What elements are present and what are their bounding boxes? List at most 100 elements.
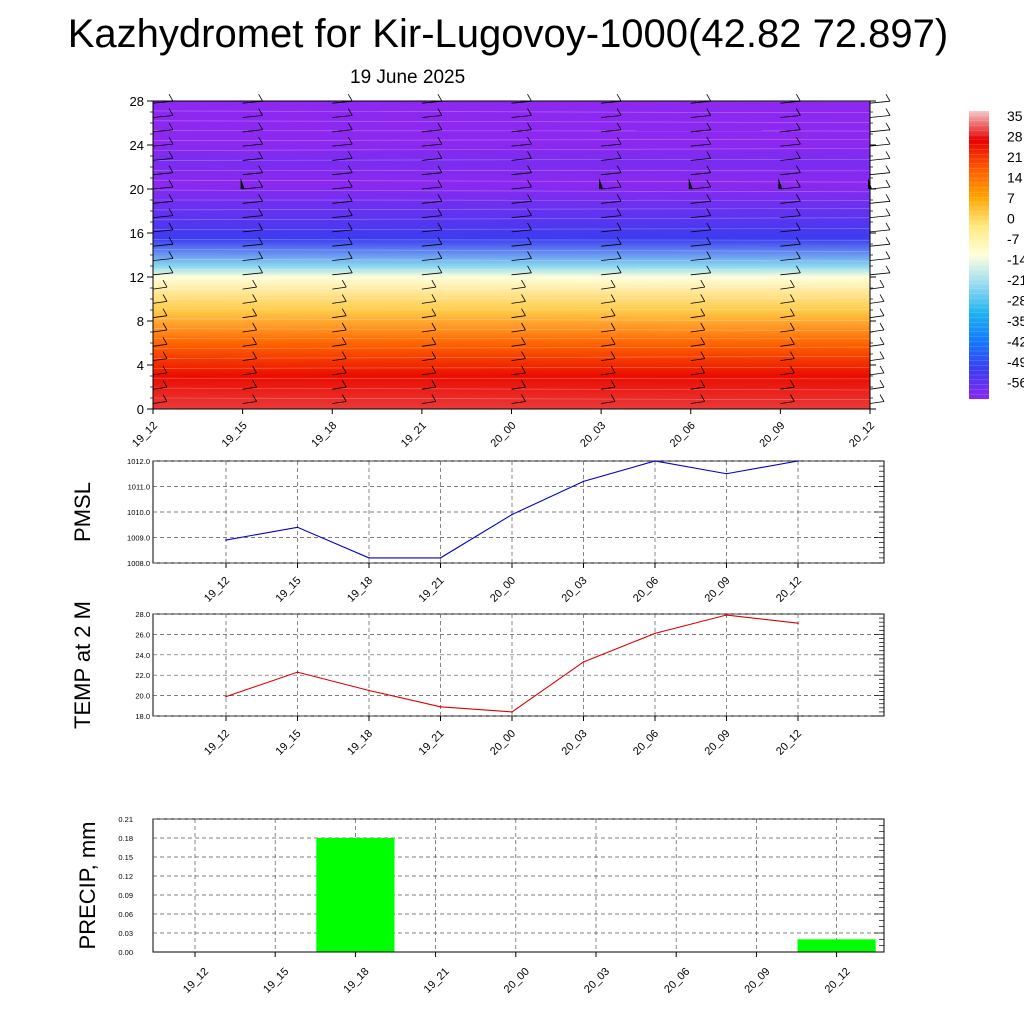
wind-barb bbox=[152, 343, 168, 347]
x-tick-label: 20_06 bbox=[668, 420, 698, 450]
wind-barb bbox=[601, 272, 622, 276]
colorbar-label: -14 bbox=[1007, 252, 1024, 268]
wind-barb-feather bbox=[879, 279, 885, 288]
wind-barb bbox=[780, 386, 795, 390]
wind-barb bbox=[690, 372, 705, 376]
wind-barb bbox=[421, 129, 442, 133]
x-tick-label: 20_00 bbox=[488, 575, 518, 605]
wind-barb-feather bbox=[258, 108, 263, 116]
precip-bar bbox=[797, 939, 876, 952]
wind-barb bbox=[242, 172, 263, 176]
wind-barb-feather bbox=[885, 94, 891, 102]
wind-barb bbox=[601, 143, 622, 147]
wind-barb bbox=[601, 172, 622, 176]
wind-barb-feather bbox=[347, 122, 353, 130]
wind-barb-feather bbox=[706, 208, 712, 216]
wind-barb-feather bbox=[252, 322, 257, 331]
wind-barb-feather bbox=[879, 380, 885, 388]
wind-barb-feather bbox=[527, 94, 532, 102]
pmsl-point bbox=[439, 557, 442, 559]
wind-barb bbox=[242, 158, 263, 161]
wind-barb bbox=[242, 329, 257, 333]
wind-barb bbox=[242, 258, 263, 261]
wind-barb bbox=[869, 343, 885, 347]
wind-barb-feather bbox=[706, 108, 712, 116]
wind-barb-feather bbox=[168, 251, 174, 259]
y-tick-label: 1010.0 bbox=[127, 508, 150, 517]
wind-barb bbox=[869, 129, 891, 133]
y-tick-label: 26.0 bbox=[135, 630, 150, 639]
wind-barb bbox=[780, 329, 795, 333]
wind-barb bbox=[242, 272, 263, 276]
pmsl-point bbox=[296, 526, 299, 529]
temp-point bbox=[439, 706, 442, 708]
wind-barb bbox=[780, 172, 801, 176]
wind-barb bbox=[601, 243, 622, 247]
wind-barb bbox=[242, 301, 257, 304]
colorbar-label: -35 bbox=[1007, 313, 1024, 329]
x-tick-label: 20_00 bbox=[488, 728, 518, 758]
wind-barb bbox=[332, 258, 353, 261]
wind-barb-feather bbox=[347, 108, 353, 116]
colorbar-label: -7 bbox=[1007, 231, 1020, 247]
contour-line bbox=[152, 377, 871, 380]
cross-section-field bbox=[153, 101, 870, 409]
wind-barb bbox=[332, 215, 353, 218]
wind-barb-feather bbox=[168, 108, 174, 116]
x-tick-label: 19_12 bbox=[202, 575, 232, 605]
contour-line bbox=[152, 170, 871, 172]
wind-barb-feather bbox=[521, 279, 526, 288]
chart-title: Kazhydromet for Kir-Lugovoy-1000(42.82 7… bbox=[67, 12, 949, 56]
wind-barb bbox=[332, 401, 347, 404]
colorbar-label: 0 bbox=[1007, 211, 1015, 227]
wind-barb-feather bbox=[885, 237, 891, 245]
wind-barb-feather bbox=[700, 394, 706, 402]
wind-barb-flag bbox=[599, 178, 604, 189]
wind-barb bbox=[242, 315, 257, 319]
wind-barb-feather bbox=[347, 208, 353, 216]
wind-barb-feather bbox=[610, 322, 616, 331]
wind-barb-feather bbox=[258, 251, 263, 259]
wind-barb bbox=[511, 301, 526, 304]
wind-barb-feather bbox=[885, 251, 891, 259]
wind-barb bbox=[601, 329, 616, 333]
wind-barb-feather bbox=[162, 365, 168, 374]
wind-barb bbox=[242, 215, 263, 218]
wind-barb bbox=[332, 386, 347, 390]
wind-barb bbox=[152, 100, 174, 104]
wind-barb bbox=[601, 186, 622, 190]
wind-barb bbox=[601, 372, 616, 376]
wind-barb-feather bbox=[162, 308, 168, 316]
wind-barb bbox=[332, 229, 353, 233]
wind-barb-feather bbox=[162, 337, 168, 345]
wind-barb bbox=[511, 401, 526, 404]
colorbar-label: -28 bbox=[1007, 293, 1024, 309]
contour-line bbox=[152, 318, 871, 321]
wind-barb bbox=[690, 358, 705, 361]
wind-barb bbox=[780, 158, 801, 161]
wind-barb-feather bbox=[527, 179, 532, 188]
wind-barb-feather bbox=[790, 322, 795, 331]
contour-line bbox=[152, 120, 871, 123]
precip-chart: 0.00 0.03 0.06 0.09 0.12 0.15 0.18 0.21 19_12 19_… bbox=[75, 815, 885, 996]
wind-barb bbox=[242, 401, 257, 404]
wind-barb bbox=[421, 200, 442, 204]
contour-line bbox=[152, 208, 871, 211]
wind-barb-feather bbox=[168, 222, 174, 231]
wind-barb bbox=[332, 143, 353, 147]
wind-barb bbox=[780, 143, 801, 147]
wind-barb bbox=[511, 286, 526, 290]
contour-line bbox=[152, 297, 871, 300]
contour-line bbox=[152, 179, 871, 183]
y-tick-label: 1009.0 bbox=[127, 534, 150, 543]
x-tick-label: 19_12 bbox=[202, 728, 232, 758]
colorbar-label: 28 bbox=[1007, 129, 1023, 145]
contour-line bbox=[152, 328, 871, 331]
wind-barb bbox=[780, 358, 795, 361]
wind-barb bbox=[242, 129, 263, 133]
x-tick-label: 19_12 bbox=[181, 966, 211, 996]
wind-barb-feather bbox=[431, 351, 437, 359]
wind-barb bbox=[690, 329, 705, 333]
wind-barb bbox=[869, 401, 885, 404]
wind-barb-feather bbox=[885, 122, 891, 130]
